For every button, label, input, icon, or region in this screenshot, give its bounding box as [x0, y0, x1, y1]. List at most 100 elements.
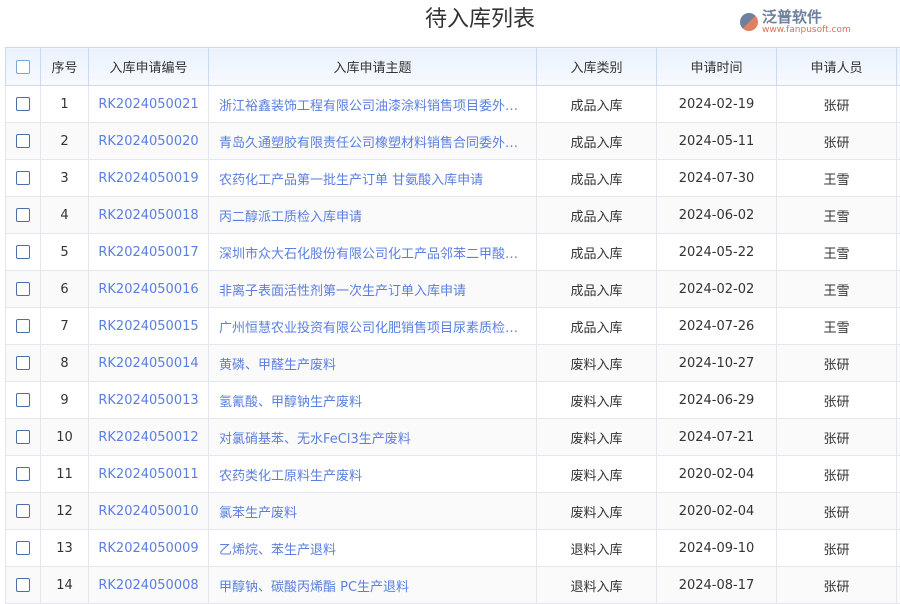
header-no[interactable]: 序号 — [41, 48, 89, 86]
table-row[interactable]: 5 RK2024050017 深圳市众大石化股份有限公司化工产品邻苯二甲酸… 成… — [6, 234, 900, 271]
row-code-link[interactable]: RK2024050010 — [89, 493, 209, 530]
row-date: 2024-06-29 — [657, 382, 777, 419]
row-select-cell[interactable] — [6, 123, 41, 160]
row-checkbox[interactable] — [16, 208, 30, 222]
table-row[interactable]: 10 RK2024050012 对氯硝基苯、无水FeCl3生产废料 废料入库 2… — [6, 419, 900, 456]
row-subject-link[interactable]: 对氯硝基苯、无水FeCl3生产废料 — [209, 419, 537, 456]
row-type: 废料入库 — [537, 493, 657, 530]
row-no: 1 — [41, 86, 89, 123]
row-type: 废料入库 — [537, 456, 657, 493]
row-select-cell[interactable] — [6, 271, 41, 308]
inbound-table: 序号 入库申请编号 入库申请主题 入库类别 申请时间 申请人员 1 RK2024… — [5, 47, 900, 604]
table-row[interactable]: 6 RK2024050016 非离子表面活性剂第一次生产订单入库申请 成品入库 … — [6, 271, 900, 308]
row-select-cell[interactable] — [6, 308, 41, 345]
row-code-link[interactable]: RK2024050013 — [89, 382, 209, 419]
row-checkbox[interactable] — [16, 541, 30, 555]
row-code-link[interactable]: RK2024050014 — [89, 345, 209, 382]
row-checkbox[interactable] — [16, 245, 30, 259]
row-checkbox[interactable] — [16, 97, 30, 111]
table-row[interactable]: 13 RK2024050009 乙烯烷、苯生产退料 退料入库 2024-09-1… — [6, 530, 900, 567]
row-code-link[interactable]: RK2024050012 — [89, 419, 209, 456]
row-subject-link[interactable]: 乙烯烷、苯生产退料 — [209, 530, 537, 567]
row-select-cell[interactable] — [6, 530, 41, 567]
row-checkbox[interactable] — [16, 393, 30, 407]
row-checkbox[interactable] — [16, 467, 30, 481]
row-type: 成品入库 — [537, 308, 657, 345]
header-date[interactable]: 申请时间 — [657, 48, 777, 86]
row-date: 2024-02-19 — [657, 86, 777, 123]
table-row[interactable]: 9 RK2024050013 氢氰酸、甲醇钠生产废料 废料入库 2024-06-… — [6, 382, 900, 419]
row-date: 2024-08-17 — [657, 567, 777, 604]
row-select-cell[interactable] — [6, 345, 41, 382]
row-no: 11 — [41, 456, 89, 493]
row-checkbox[interactable] — [16, 171, 30, 185]
table-row[interactable]: 4 RK2024050018 丙二醇派工质检入库申请 成品入库 2024-06-… — [6, 197, 900, 234]
row-select-cell[interactable] — [6, 456, 41, 493]
row-code-link[interactable]: RK2024050021 — [89, 86, 209, 123]
row-checkbox[interactable] — [16, 282, 30, 296]
row-date: 2024-05-11 — [657, 123, 777, 160]
row-subject-link[interactable]: 农药类化工原料生产废料 — [209, 456, 537, 493]
row-code-link[interactable]: RK2024050020 — [89, 123, 209, 160]
row-checkbox[interactable] — [16, 356, 30, 370]
row-subject-link[interactable]: 非离子表面活性剂第一次生产订单入库申请 — [209, 271, 537, 308]
row-subject-link[interactable]: 黄磷、甲醛生产废料 — [209, 345, 537, 382]
row-person: 张研 — [777, 493, 897, 530]
header-code[interactable]: 入库申请编号 — [89, 48, 209, 86]
row-date: 2020-02-04 — [657, 493, 777, 530]
row-subject-link[interactable]: 丙二醇派工质检入库申请 — [209, 197, 537, 234]
header-type[interactable]: 入库类别 — [537, 48, 657, 86]
row-extra — [897, 271, 900, 308]
row-code-link[interactable]: RK2024050018 — [89, 197, 209, 234]
row-select-cell[interactable] — [6, 197, 41, 234]
table-row[interactable]: 3 RK2024050019 农药化工产品第一批生产订单 甘氨酸入库申请 成品入… — [6, 160, 900, 197]
row-extra — [897, 86, 900, 123]
select-all-checkbox[interactable] — [16, 60, 30, 74]
row-code-link[interactable]: RK2024050016 — [89, 271, 209, 308]
table-row[interactable]: 11 RK2024050011 农药类化工原料生产废料 废料入库 2020-02… — [6, 456, 900, 493]
table-row[interactable]: 14 RK2024050008 甲醇钠、碳酸丙烯酯 PC生产退料 退料入库 20… — [6, 567, 900, 604]
select-all-cell[interactable] — [6, 48, 41, 86]
row-code-link[interactable]: RK2024050015 — [89, 308, 209, 345]
row-extra — [897, 456, 900, 493]
row-subject-link[interactable]: 浙江裕鑫装饰工程有限公司油漆涂料销售项目委外… — [209, 86, 537, 123]
row-no: 5 — [41, 234, 89, 271]
table-row[interactable]: 2 RK2024050020 青岛久通塑胶有限责任公司橡塑材料销售合同委外… 成… — [6, 123, 900, 160]
row-code-link[interactable]: RK2024050017 — [89, 234, 209, 271]
row-code-link[interactable]: RK2024050019 — [89, 160, 209, 197]
row-code-link[interactable]: RK2024050011 — [89, 456, 209, 493]
table-row[interactable]: 1 RK2024050021 浙江裕鑫装饰工程有限公司油漆涂料销售项目委外… 成… — [6, 86, 900, 123]
row-subject-link[interactable]: 深圳市众大石化股份有限公司化工产品邻苯二甲酸… — [209, 234, 537, 271]
row-subject-link[interactable]: 氯苯生产废料 — [209, 493, 537, 530]
row-person: 张研 — [777, 86, 897, 123]
row-subject-link[interactable]: 甲醇钠、碳酸丙烯酯 PC生产退料 — [209, 567, 537, 604]
row-select-cell[interactable] — [6, 86, 41, 123]
row-code-link[interactable]: RK2024050008 — [89, 567, 209, 604]
row-subject-link[interactable]: 农药化工产品第一批生产订单 甘氨酸入库申请 — [209, 160, 537, 197]
row-checkbox[interactable] — [16, 319, 30, 333]
row-select-cell[interactable] — [6, 160, 41, 197]
row-no: 7 — [41, 308, 89, 345]
row-subject-link[interactable]: 青岛久通塑胶有限责任公司橡塑材料销售合同委外… — [209, 123, 537, 160]
row-select-cell[interactable] — [6, 234, 41, 271]
row-code-link[interactable]: RK2024050009 — [89, 530, 209, 567]
row-checkbox[interactable] — [16, 504, 30, 518]
row-select-cell[interactable] — [6, 419, 41, 456]
row-checkbox[interactable] — [16, 430, 30, 444]
row-type: 退料入库 — [537, 567, 657, 604]
header-person[interactable]: 申请人员 — [777, 48, 897, 86]
row-person: 张研 — [777, 382, 897, 419]
row-subject-link[interactable]: 广州恒慧农业投资有限公司化肥销售项目尿素质检… — [209, 308, 537, 345]
table-row[interactable]: 8 RK2024050014 黄磷、甲醛生产废料 废料入库 2024-10-27… — [6, 345, 900, 382]
row-select-cell[interactable] — [6, 567, 41, 604]
row-select-cell[interactable] — [6, 493, 41, 530]
row-select-cell[interactable] — [6, 382, 41, 419]
table-row[interactable]: 7 RK2024050015 广州恒慧农业投资有限公司化肥销售项目尿素质检… 成… — [6, 308, 900, 345]
header-subject[interactable]: 入库申请主题 — [209, 48, 537, 86]
row-checkbox[interactable] — [16, 578, 30, 592]
row-subject-link[interactable]: 氢氰酸、甲醇钠生产废料 — [209, 382, 537, 419]
table-row[interactable]: 12 RK2024050010 氯苯生产废料 废料入库 2020-02-04 张… — [6, 493, 900, 530]
row-checkbox[interactable] — [16, 134, 30, 148]
watermark-url: www.fanpusoft.com — [762, 25, 851, 36]
row-type: 成品入库 — [537, 234, 657, 271]
